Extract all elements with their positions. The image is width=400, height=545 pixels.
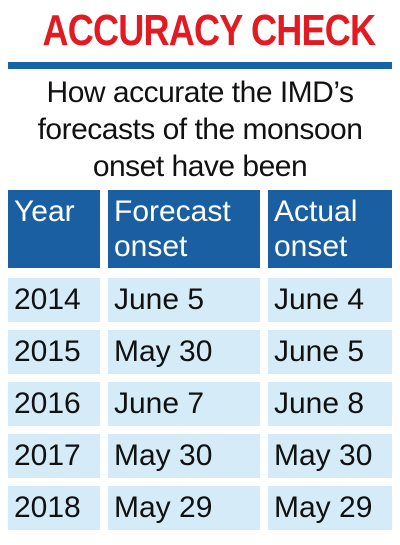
cell-forecast-onset: May 30 [108,330,260,374]
cell-actual-onset: May 30 [268,434,392,478]
cell-year: 2016 [8,382,100,426]
header-forecast-onset: Forecast onset [108,190,260,268]
cell-year: 2018 [8,486,100,530]
header-year: Year [8,190,100,268]
onset-table: Year Forecast onset Actual onset 2014 Ju… [8,190,392,538]
cell-actual-onset: June 4 [268,278,392,322]
subtitle: How accurate the IMD’s forecasts of the … [37,76,363,183]
cell-year: 2015 [8,330,100,374]
table-row: 2018 May 29 May 29 [8,486,392,530]
cell-forecast-onset: May 29 [108,486,260,530]
header-actual-onset: Actual onset [268,190,392,268]
table-row: 2017 May 30 May 30 [8,434,392,478]
headline-rule [8,62,392,69]
cell-actual-onset: June 5 [268,330,392,374]
cell-forecast-onset: June 5 [108,278,260,322]
cell-forecast-onset: June 7 [108,382,260,426]
cell-forecast-onset: May 30 [108,434,260,478]
table-header-row: Year Forecast onset Actual onset [8,190,392,268]
table-row: 2014 June 5 June 4 [8,278,392,322]
headline: ACCURACY CHECK [42,6,376,55]
cell-year: 2017 [8,434,100,478]
table-row: 2015 May 30 June 5 [8,330,392,374]
cell-year: 2014 [8,278,100,322]
table-row: 2016 June 7 June 8 [8,382,392,426]
cell-actual-onset: May 29 [268,486,392,530]
cell-actual-onset: June 8 [268,382,392,426]
